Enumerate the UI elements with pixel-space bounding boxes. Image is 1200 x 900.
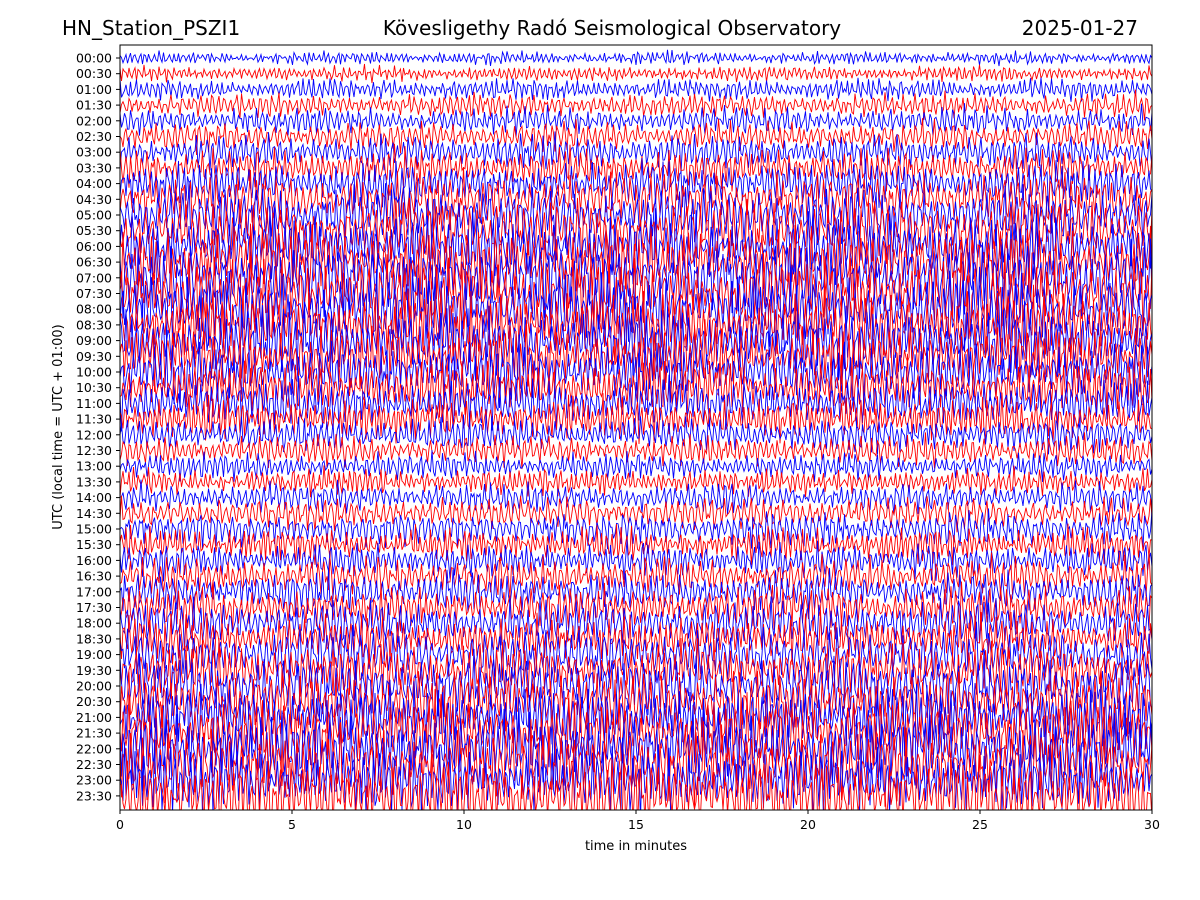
- x-tick-label: 0: [116, 817, 124, 832]
- trace-row: [120, 638, 1152, 704]
- y-tick-label: 06:30: [76, 255, 112, 270]
- trace-row: [120, 103, 1152, 138]
- y-tick-label: 21:00: [76, 710, 112, 725]
- y-tick-label: 16:30: [76, 569, 112, 584]
- y-tick-label: 09:30: [76, 349, 112, 364]
- y-tick-label: 02:00: [76, 113, 112, 128]
- x-tick-label: 20: [800, 817, 816, 832]
- y-tick-label: 13:30: [76, 474, 112, 489]
- trace-row: [120, 392, 1152, 445]
- y-tick-label: 12:30: [76, 443, 112, 458]
- y-tick-label: 00:00: [76, 51, 112, 66]
- y-tick-label: 16:00: [76, 553, 112, 568]
- trace-row: [120, 131, 1152, 175]
- y-tick-label: 04:30: [76, 192, 112, 207]
- x-tick-label: 10: [456, 817, 472, 832]
- trace-row: [120, 579, 1152, 633]
- observatory-title: Kövesligethy Radó Seismological Observat…: [383, 16, 841, 40]
- x-tick-label: 25: [972, 817, 988, 832]
- x-tick-label: 15: [628, 817, 644, 832]
- trace-row: [120, 143, 1152, 193]
- trace-row: [120, 567, 1152, 617]
- y-tick-label: 02:30: [76, 129, 112, 144]
- trace-row: [120, 679, 1152, 757]
- y-tick-label: 15:00: [76, 522, 112, 537]
- y-tick-label: 20:00: [76, 679, 112, 694]
- trace-row: [120, 539, 1152, 582]
- trace-row: [120, 266, 1152, 353]
- trace-row: [120, 495, 1152, 533]
- y-tick-label: 03:00: [76, 145, 112, 160]
- trace-row: [120, 689, 1152, 774]
- y-tick-label: 11:30: [76, 412, 112, 427]
- x-axis-label: time in minutes: [585, 839, 687, 854]
- y-tick-label: 17:30: [76, 600, 112, 615]
- y-tick-label: 23:00: [76, 773, 112, 788]
- trace-row: [120, 181, 1152, 249]
- trace-row: [120, 167, 1152, 232]
- y-tick-label: 04:00: [76, 176, 112, 191]
- y-tick-label: 20:30: [76, 694, 112, 709]
- x-tick-label: 5: [288, 817, 296, 832]
- trace-row: [120, 754, 1152, 810]
- y-tick-label: 01:30: [76, 98, 112, 113]
- y-tick-label: 13:00: [76, 459, 112, 474]
- y-tick-label: 23:30: [76, 788, 112, 803]
- trace-row: [120, 334, 1152, 411]
- y-tick-label: 19:30: [76, 663, 112, 678]
- y-tick-label: 19:00: [76, 647, 112, 662]
- y-tick-label: 07:00: [76, 270, 112, 285]
- y-axis-ticks: 00:0000:3001:0001:3002:0002:3003:0003:30…: [76, 51, 120, 803]
- y-tick-label: 18:00: [76, 616, 112, 631]
- y-tick-label: 18:30: [76, 631, 112, 646]
- station-title: HN_Station_PSZI1: [62, 16, 240, 40]
- trace-row: [120, 374, 1152, 432]
- trace-row: [120, 432, 1152, 470]
- y-tick-label: 10:30: [76, 380, 112, 395]
- seismogram-traces: [120, 49, 1152, 810]
- date-title: 2025-01-27: [1022, 16, 1138, 40]
- trace-row: [120, 77, 1152, 102]
- y-tick-label: 08:00: [76, 302, 112, 317]
- y-tick-label: 09:00: [76, 333, 112, 348]
- x-axis-ticks: 0 5 10 15 20 25 30: [116, 810, 1160, 832]
- trace-row: [120, 648, 1152, 724]
- trace-row: [120, 479, 1152, 516]
- y-tick-label: 22:00: [76, 741, 112, 756]
- trace-row: [120, 523, 1152, 566]
- y-tick-label: 03:30: [76, 160, 112, 175]
- trace-row: [120, 450, 1152, 483]
- trace-row: [120, 118, 1152, 156]
- y-tick-label: 14:00: [76, 490, 112, 505]
- y-tick-label: 08:30: [76, 317, 112, 332]
- y-tick-label: 12:00: [76, 427, 112, 442]
- y-axis-label: UTC (local time = UTC + 01:00): [51, 324, 66, 529]
- y-tick-label: 22:30: [76, 757, 112, 772]
- y-tick-label: 05:30: [76, 223, 112, 238]
- trace-row: [120, 318, 1152, 392]
- y-tick-label: 10:00: [76, 365, 112, 380]
- y-tick-label: 07:30: [76, 286, 112, 301]
- y-tick-label: 15:30: [76, 537, 112, 552]
- y-tick-label: 21:30: [76, 726, 112, 741]
- y-tick-label: 00:30: [76, 66, 112, 81]
- trace-row: [120, 414, 1152, 455]
- trace-row: [120, 552, 1152, 599]
- trace-row: [120, 89, 1152, 121]
- trace-row: [120, 508, 1152, 550]
- y-tick-label: 01:00: [76, 82, 112, 97]
- trace-row: [120, 157, 1152, 213]
- x-tick-label: 30: [1144, 817, 1160, 832]
- trace-row: [120, 63, 1152, 84]
- trace-row: [120, 719, 1152, 809]
- y-tick-label: 11:00: [76, 396, 112, 411]
- trace-row: [120, 49, 1152, 67]
- y-tick-label: 17:00: [76, 584, 112, 599]
- y-tick-label: 06:00: [76, 239, 112, 254]
- trace-row: [120, 465, 1152, 498]
- y-tick-label: 14:30: [76, 506, 112, 521]
- y-tick-label: 05:00: [76, 208, 112, 223]
- trace-row: [120, 194, 1152, 269]
